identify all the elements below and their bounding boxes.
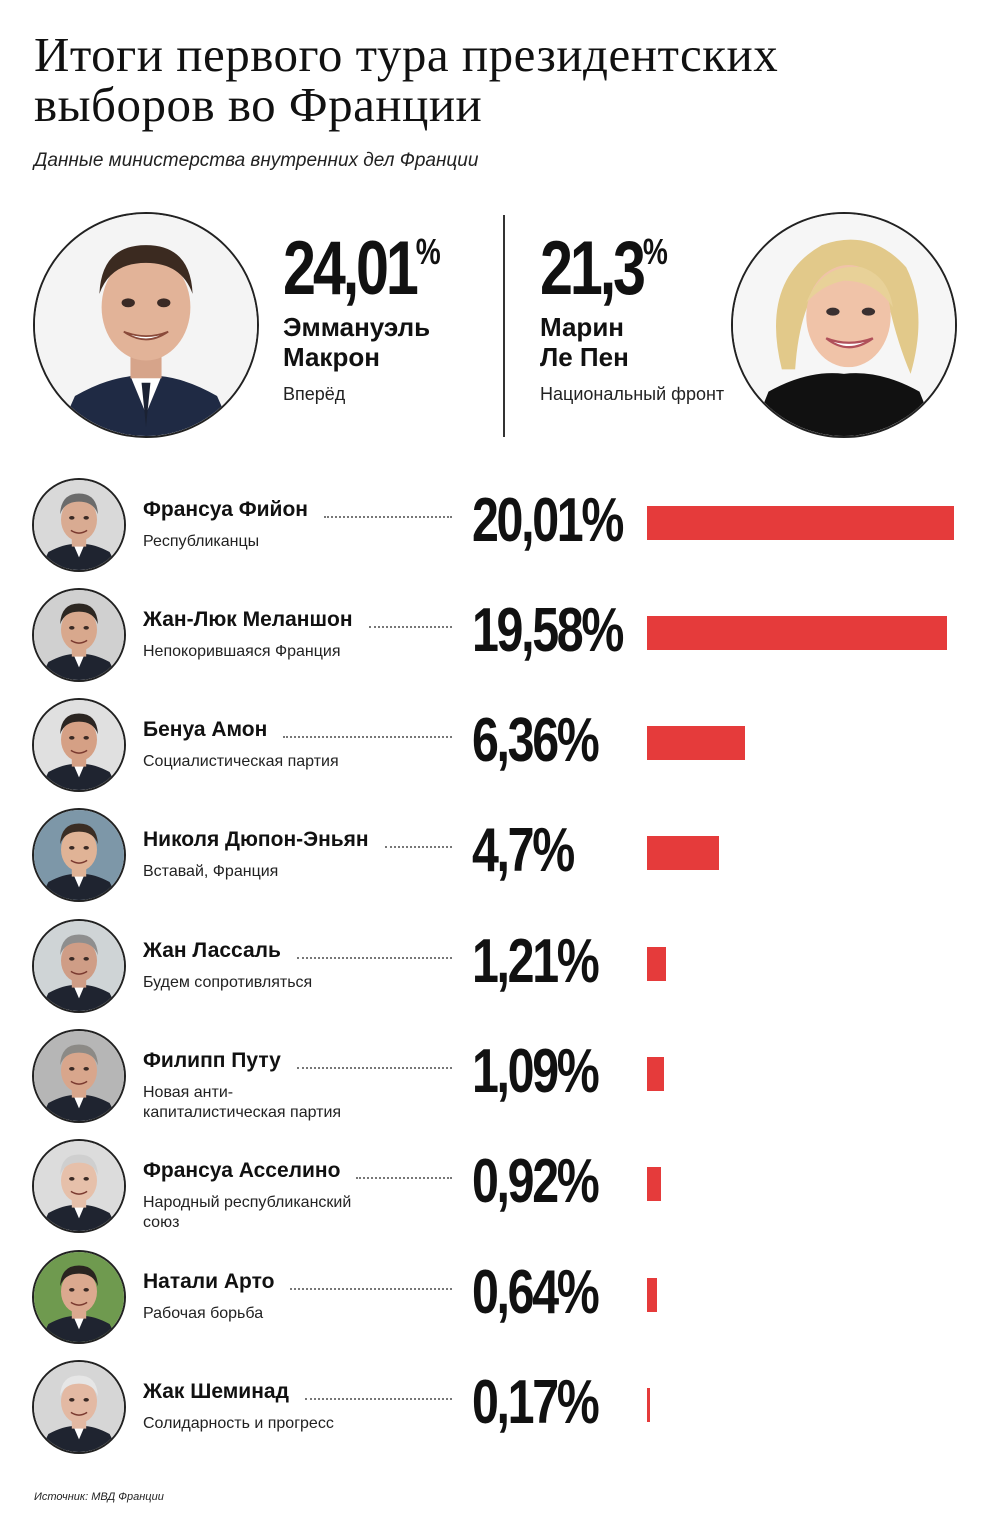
result-bar bbox=[647, 947, 666, 981]
leader-dots bbox=[304, 1396, 452, 1400]
candidate-row: Жак Шеминад Солидарность и прогресс 0,17% bbox=[0, 1360, 998, 1460]
candidate-row: Бенуа Амон Социалистическая партия 6,36% bbox=[0, 698, 998, 798]
lepen-portrait bbox=[731, 212, 957, 438]
candidate-party: Республиканцы bbox=[143, 533, 260, 550]
candidate-percent: 0,17% bbox=[472, 1368, 600, 1437]
result-bar bbox=[647, 1167, 662, 1201]
candidate-portrait bbox=[32, 478, 126, 572]
result-bar bbox=[647, 506, 954, 540]
result-bar bbox=[647, 836, 720, 870]
candidate-name: Франсуа Асселино bbox=[143, 1159, 341, 1182]
page-title: Итоги первого тура президентских выборов… bbox=[34, 27, 779, 132]
result-bar bbox=[647, 1057, 664, 1091]
candidate-party: Социалистическая партия bbox=[143, 753, 339, 770]
candidate-percent: 4,7% bbox=[472, 816, 575, 885]
macron-portrait bbox=[33, 212, 259, 438]
candidate-row: Жан Лассаль Будем сопротивляться 1,21% bbox=[0, 919, 998, 1019]
candidate-row: Филипп Путу Новая анти-капиталистическая … bbox=[0, 1029, 998, 1129]
candidate-percent: 6,36% bbox=[472, 706, 600, 775]
candidate-portrait bbox=[32, 808, 126, 902]
result-bar bbox=[647, 1388, 650, 1422]
candidate-portrait bbox=[32, 588, 126, 682]
candidate-percent: 19,58% bbox=[472, 596, 624, 665]
candidate-portrait bbox=[32, 1250, 126, 1344]
candidate-name: Бенуа Амон bbox=[143, 718, 268, 741]
candidate-row: Франсуа Фийон Республиканцы 20,01% bbox=[0, 478, 998, 578]
leader-dots bbox=[290, 1286, 452, 1290]
macron-party: Вперёд bbox=[283, 384, 346, 404]
lepen-party: Национальный фронт bbox=[540, 384, 725, 404]
candidate-name: Натали Арто bbox=[143, 1270, 275, 1293]
source-note: Источник: МВД Франции bbox=[34, 1491, 164, 1503]
leaders-divider bbox=[503, 215, 505, 437]
candidate-party: Солидарность и прогресс bbox=[143, 1415, 334, 1432]
candidate-portrait bbox=[32, 1360, 126, 1454]
candidate-portrait bbox=[32, 1139, 126, 1233]
candidate-percent: 1,09% bbox=[472, 1037, 600, 1106]
candidate-percent: 20,01% bbox=[472, 486, 624, 555]
candidate-party: Непокорившаяся Франция bbox=[143, 643, 341, 660]
leader-dots bbox=[283, 734, 452, 738]
candidate-row: Франсуа Асселино Народный республиканский… bbox=[0, 1139, 998, 1239]
candidate-percent: 0,92% bbox=[472, 1147, 600, 1216]
candidate-portrait bbox=[32, 1029, 126, 1123]
candidate-row: Николя Дюпон-Эньян Вставай, Франция 4,7% bbox=[0, 808, 998, 908]
lepen-percent: 21,3% bbox=[540, 226, 668, 311]
candidate-party: Новая анти-капиталистическая партия bbox=[143, 1084, 342, 1121]
candidate-percent: 0,64% bbox=[472, 1258, 600, 1327]
candidate-row: Жан-Люк Меланшон Непокорившаяся Франция 19… bbox=[0, 588, 998, 688]
candidate-name: Жан Лассаль bbox=[143, 939, 281, 962]
candidate-name: Жак Шеминад bbox=[143, 1380, 289, 1403]
candidate-name: Франсуа Фийон bbox=[143, 498, 308, 521]
leader-dots bbox=[323, 514, 452, 518]
result-bar bbox=[647, 1278, 657, 1312]
candidate-party: Будем сопротивляться bbox=[143, 974, 313, 991]
candidate-row: Натали Арто Рабочая борьба 0,64% bbox=[0, 1250, 998, 1350]
candidate-name: Филипп Путу bbox=[143, 1049, 281, 1072]
candidate-party: Рабочая борьба bbox=[143, 1305, 264, 1322]
macron-percent: 24,01% bbox=[283, 226, 441, 311]
candidate-name: Николя Дюпон-Эньян bbox=[143, 828, 369, 851]
result-bar bbox=[647, 726, 745, 760]
leader-dots bbox=[368, 624, 452, 628]
leader-dots bbox=[356, 1175, 452, 1179]
candidate-name: Жан-Люк Меланшон bbox=[143, 608, 353, 631]
result-bar bbox=[647, 616, 948, 650]
macron-name: Эммануэль Макрон bbox=[283, 312, 431, 372]
subtitle: Данные министерства внутренних дел Франц… bbox=[34, 150, 479, 171]
candidate-portrait bbox=[32, 698, 126, 792]
candidate-party: Вставай, Франция bbox=[143, 863, 279, 880]
leader-dots bbox=[384, 844, 452, 848]
leader-dots bbox=[296, 1065, 452, 1069]
lepen-name: Марин Ле Пен bbox=[540, 312, 629, 372]
leader-dots bbox=[296, 955, 452, 959]
candidate-portrait bbox=[32, 919, 126, 1013]
candidate-party: Народный республиканский союз bbox=[143, 1194, 352, 1231]
candidate-percent: 1,21% bbox=[472, 927, 600, 996]
